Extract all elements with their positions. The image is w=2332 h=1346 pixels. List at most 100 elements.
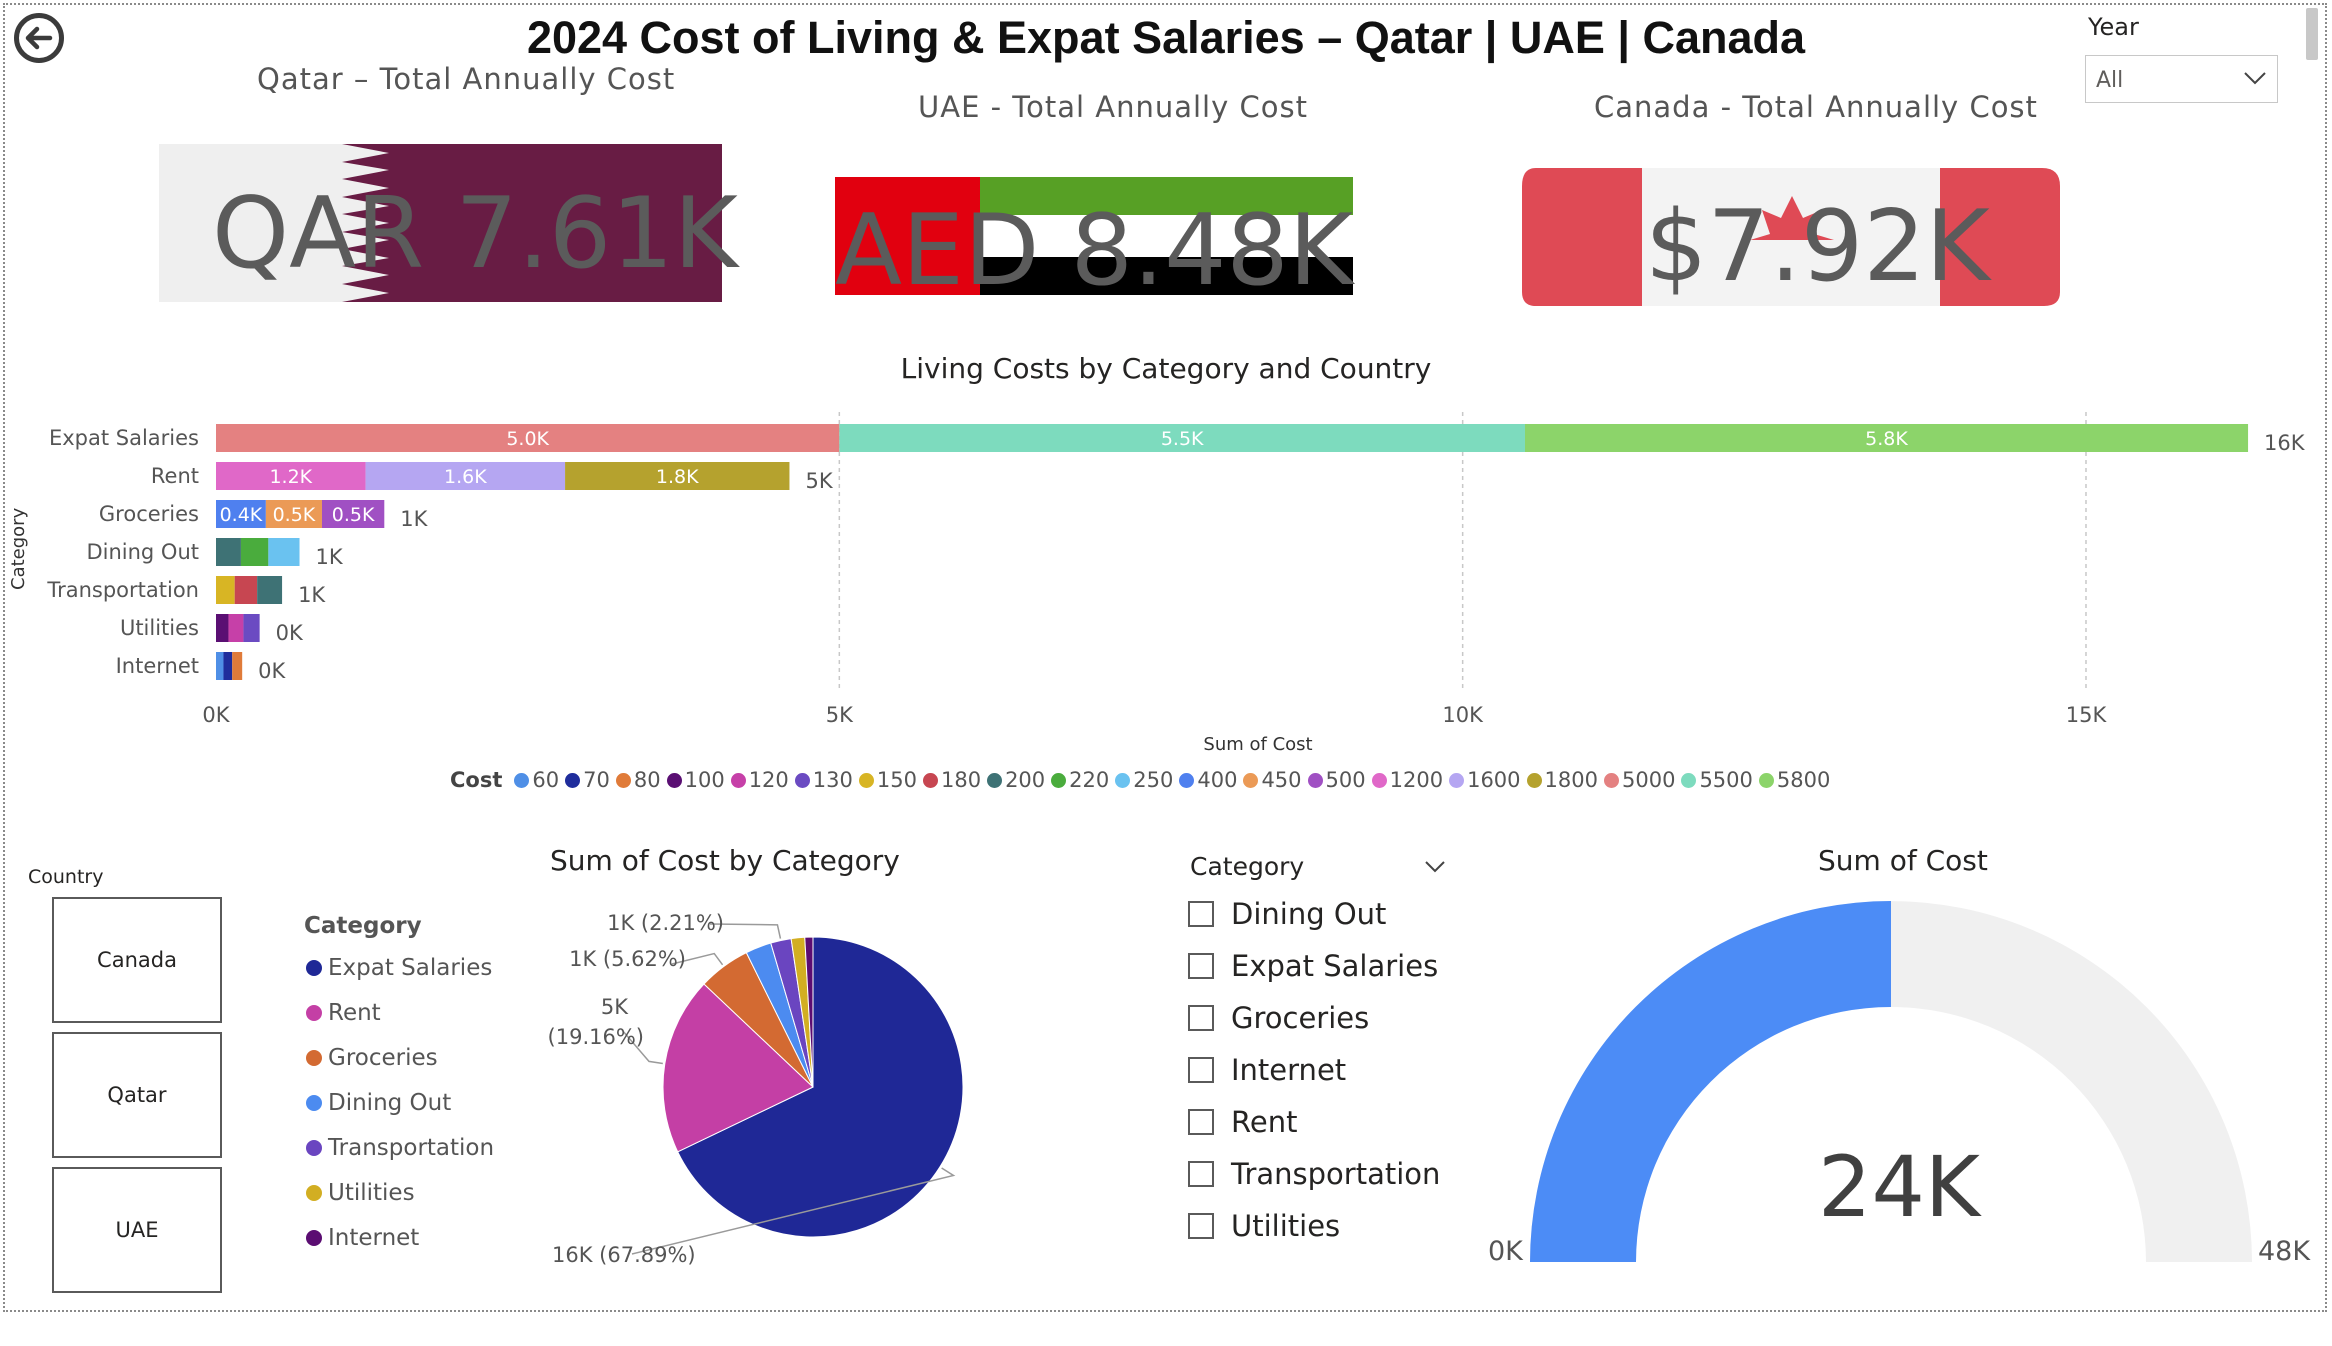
legend-item[interactable]: 500 <box>1307 768 1366 792</box>
legend-item[interactable]: 250 <box>1115 768 1173 792</box>
checkbox[interactable] <box>1188 901 1214 927</box>
legend-dot <box>565 772 581 788</box>
pie-legend-item[interactable]: Dining Out <box>306 1080 494 1125</box>
pie-legend-item[interactable]: Groceries <box>306 1035 494 1080</box>
pie-chart: 16K (67.89%) 5K (19.16%) 1K (5.62%) 1K (2.21… <box>548 911 964 1267</box>
country-option-qatar[interactable]: Qatar <box>52 1032 222 1158</box>
year-dropdown[interactable]: All <box>2085 55 2278 103</box>
legend-item[interactable]: 60 <box>514 768 559 792</box>
legend-label: 180 <box>940 768 982 792</box>
legend-item[interactable]: 130 <box>794 768 853 792</box>
checkbox[interactable] <box>1188 1005 1214 1031</box>
legend-item[interactable]: 220 <box>1051 768 1109 792</box>
legend-item[interactable]: 180 <box>922 768 982 792</box>
legend-label: 80 <box>633 768 661 792</box>
gauge-chart <box>1530 901 2252 1262</box>
bar-chart-legend: Cost 60 70 80 100 120 130 150 180 200 220 250 400 450… <box>450 768 1836 792</box>
category-option-internet[interactable]: Internet <box>1188 1044 1440 1096</box>
legend-dot <box>922 772 938 788</box>
legend-item[interactable]: 1800 <box>1526 768 1598 792</box>
legend-item[interactable]: 1200 <box>1371 768 1444 792</box>
legend-item[interactable]: 70 <box>565 768 610 792</box>
legend-label: 70 <box>583 768 610 792</box>
category-option-utilities[interactable]: Utilities <box>1188 1200 1440 1252</box>
legend-item[interactable]: 5500 <box>1681 768 1753 792</box>
legend-dot <box>1758 772 1774 788</box>
country-option-uae[interactable]: UAE <box>52 1167 222 1293</box>
pie-slice-rent[interactable] <box>662 983 814 1153</box>
qatar-card-title: Qatar – Total Annually Cost <box>257 62 676 96</box>
pie-legend-dot <box>306 1094 322 1111</box>
category-option-transportation[interactable]: Transportation <box>1188 1148 1440 1200</box>
checkbox[interactable] <box>1188 953 1214 979</box>
pie-legend-dot <box>306 1229 322 1246</box>
legend-label: 60 <box>532 768 560 792</box>
country-option-canada[interactable]: Canada <box>52 897 222 1023</box>
legend-item[interactable]: 1600 <box>1449 768 1521 792</box>
legend-item[interactable]: 150 <box>858 768 917 792</box>
category-option-label: Expat Salaries <box>1231 949 1439 983</box>
legend-dot <box>1179 772 1195 788</box>
category-option-dining-out[interactable]: Dining Out <box>1188 888 1440 940</box>
legend-label: 1200 <box>1389 768 1444 792</box>
back-arrow-icon[interactable] <box>14 13 64 63</box>
legend-item[interactable]: 100 <box>666 768 725 792</box>
pie-legend-item[interactable]: Rent <box>306 990 494 1035</box>
legend-dot <box>1307 772 1323 788</box>
legend-label: 5800 <box>1776 768 1831 792</box>
gauge-value: 24K <box>1818 1138 1980 1236</box>
pie-legend-label: Transportation <box>328 1134 495 1161</box>
legend-item[interactable]: 120 <box>730 768 789 792</box>
category-option-groceries[interactable]: Groceries <box>1188 992 1440 1044</box>
legend-dot <box>1243 772 1259 788</box>
category-option-rent[interactable]: Rent <box>1188 1096 1440 1148</box>
category-slicer-label: Category <box>1190 852 1305 881</box>
legend-dot <box>1371 772 1387 788</box>
pie-slice-expat-salaries[interactable] <box>677 936 964 1238</box>
pie-legend-item[interactable]: Expat Salaries <box>306 945 494 990</box>
checkbox[interactable] <box>1188 1057 1214 1083</box>
category-option-expat-salaries[interactable]: Expat Salaries <box>1188 940 1440 992</box>
pie-legend-label: Utilities <box>328 1179 415 1206</box>
legend-dot <box>1526 772 1542 788</box>
legend-label: 220 <box>1069 768 1110 792</box>
pie-legend-label: Rent <box>328 999 381 1026</box>
legend-item[interactable]: 5800 <box>1758 768 1831 792</box>
legend-dot <box>666 772 682 788</box>
legend-item[interactable]: 400 <box>1179 768 1237 792</box>
uae-flag <box>835 177 1353 295</box>
legend-label: 100 <box>684 768 725 792</box>
uae-total-value: AED 8.48K <box>835 194 1354 308</box>
legend-label: 150 <box>876 768 917 792</box>
category-option-label: Groceries <box>1231 1001 1370 1035</box>
pie-legend-label: Groceries <box>328 1044 438 1071</box>
legend-dot <box>1449 772 1465 788</box>
legend-item[interactable]: 450 <box>1243 768 1302 792</box>
legend-item[interactable]: 5000 <box>1603 768 1675 792</box>
legend-dot <box>1115 772 1131 788</box>
legend-label: 400 <box>1197 768 1238 792</box>
pie-data-label: 1K (5.62%) <box>569 947 686 971</box>
pie-leader-line <box>621 1029 663 1065</box>
bar-chart-y-axis-title: Category <box>8 507 29 590</box>
checkbox[interactable] <box>1188 1109 1214 1135</box>
legend-item[interactable]: 200 <box>987 768 1045 792</box>
legend-dot <box>1681 772 1697 788</box>
country-slicer: Canada Qatar UAE <box>52 897 222 1293</box>
pie-legend-item[interactable]: Transportation <box>306 1125 494 1170</box>
pie-legend-label: Expat Salaries <box>328 954 493 981</box>
checkbox[interactable] <box>1188 1161 1214 1187</box>
scrollbar[interactable] <box>2306 8 2318 60</box>
pie-legend-item[interactable]: Internet <box>306 1215 494 1260</box>
pie-legend-label: Internet <box>328 1224 420 1251</box>
page-title: 2024 Cost of Living & Expat Salaries – Q… <box>526 12 1806 63</box>
pie-chart-title: Sum of Cost by Category <box>550 844 900 877</box>
checkbox[interactable] <box>1188 1213 1214 1239</box>
pie-legend: Expat Salaries Rent Groceries Dining Out Tra… <box>306 945 494 1260</box>
canada-flag <box>1522 168 2060 306</box>
pie-slice-internet[interactable] <box>804 936 814 1088</box>
country-slicer-label: Country <box>28 866 104 888</box>
pie-legend-item[interactable]: Utilities <box>306 1170 494 1215</box>
chevron-down-icon[interactable] <box>1424 860 1446 874</box>
legend-item[interactable]: 80 <box>615 768 661 792</box>
